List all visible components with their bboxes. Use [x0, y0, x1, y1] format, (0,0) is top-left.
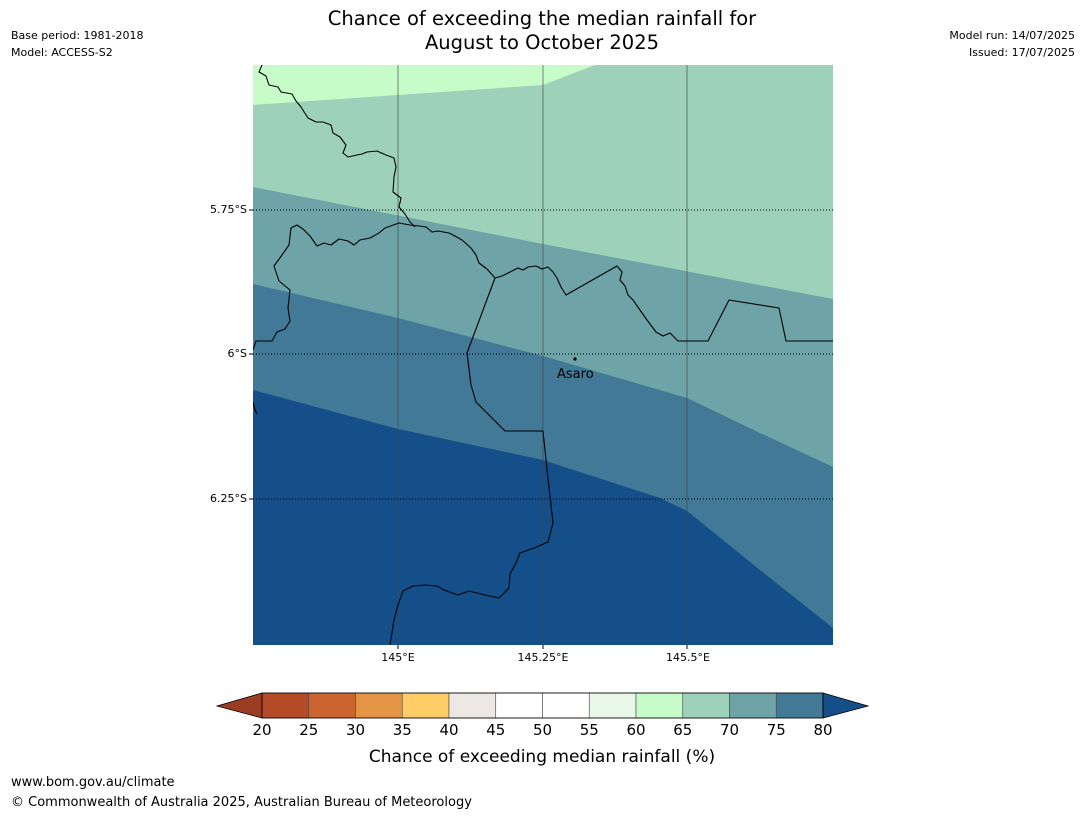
meta-right: Model run: 14/07/2025 Issued: 17/07/2025	[949, 27, 1075, 61]
colorbar-tick-label: 50	[533, 721, 552, 739]
map-ticks	[249, 209, 688, 649]
footer-copyright: © Commonwealth of Australia 2025, Austra…	[11, 795, 472, 810]
lon-label-145-5: 145.5°E	[666, 651, 710, 664]
base-period: Base period: 1981-2018	[11, 29, 144, 42]
colorbar-segment	[729, 692, 777, 719]
colorbar-extend-high	[822, 692, 870, 719]
colorbar-extend-low	[215, 692, 263, 719]
lat-label-5-75: 5.75°S	[210, 203, 247, 216]
boundary-northwest	[258, 65, 416, 228]
colorbar-tick-label: 30	[346, 721, 365, 739]
legend-title: Chance of exceeding median rainfall (%)	[369, 747, 715, 767]
colorbar-segment	[775, 692, 824, 719]
colorbar-segment	[682, 692, 730, 719]
colorbar-tick-label: 55	[580, 721, 599, 739]
colorbar-tick-label: 25	[299, 721, 318, 739]
colorbar-frame	[261, 692, 824, 719]
page-title: Chance of exceeding the median rainfall …	[242, 7, 842, 55]
colorbar-tick-label: 60	[626, 721, 645, 739]
boundary-west-stub	[253, 401, 258, 415]
colorbar-segment	[308, 692, 356, 719]
colorbar-tick-label: 80	[813, 721, 832, 739]
colorbar-tick-label: 40	[439, 721, 458, 739]
colorbar-tick-label: 20	[252, 721, 271, 739]
meta-left: Base period: 1981-2018 Model: ACCESS-S2	[11, 27, 143, 61]
colorbar-segment	[635, 692, 684, 719]
colorbar-segment	[448, 692, 497, 719]
colorbar-tick-label: 70	[720, 721, 739, 739]
lat-label-6: 6°S	[228, 347, 247, 360]
map-area	[253, 65, 833, 645]
footer-url: www.bom.gov.au/climate	[11, 775, 175, 790]
colorbar-tick-label: 75	[767, 721, 786, 739]
place-label-asaro: Asaro	[557, 367, 594, 382]
asaro-marker	[573, 357, 577, 361]
lon-label-145-25: 145.25°E	[518, 651, 569, 664]
boundary-south	[389, 277, 554, 645]
issued-date: Issued: 17/07/2025	[968, 46, 1075, 59]
colorbar-tick-label: 35	[393, 721, 412, 739]
model-run: Model run: 14/07/2025	[949, 29, 1075, 42]
title-line-2: August to October 2025	[424, 31, 660, 54]
colorbar-tick-label: 45	[486, 721, 505, 739]
colorbar-segment	[495, 692, 543, 719]
colorbar-segments	[261, 692, 824, 719]
colorbar-segment	[542, 692, 590, 719]
lon-label-145: 145°E	[381, 651, 414, 664]
colorbar: 20 25 30 35 40 45 50 55 60 65 70 75 80	[215, 692, 870, 739]
colorbar-ticks: 20 25 30 35 40 45 50 55 60 65 70 75 80	[252, 721, 832, 739]
boundary-central	[253, 222, 833, 351]
colorbar-segment	[588, 692, 637, 719]
lat-label-6-25: 6.25°S	[210, 492, 247, 505]
model-name: Model: ACCESS-S2	[11, 46, 113, 59]
title-line-1: Chance of exceeding the median rainfall …	[327, 7, 757, 30]
colorbar-tick-label: 65	[673, 721, 692, 739]
colorbar-segment	[355, 692, 403, 719]
colorbar-segment	[261, 692, 310, 719]
colorbar-segment	[401, 692, 450, 719]
